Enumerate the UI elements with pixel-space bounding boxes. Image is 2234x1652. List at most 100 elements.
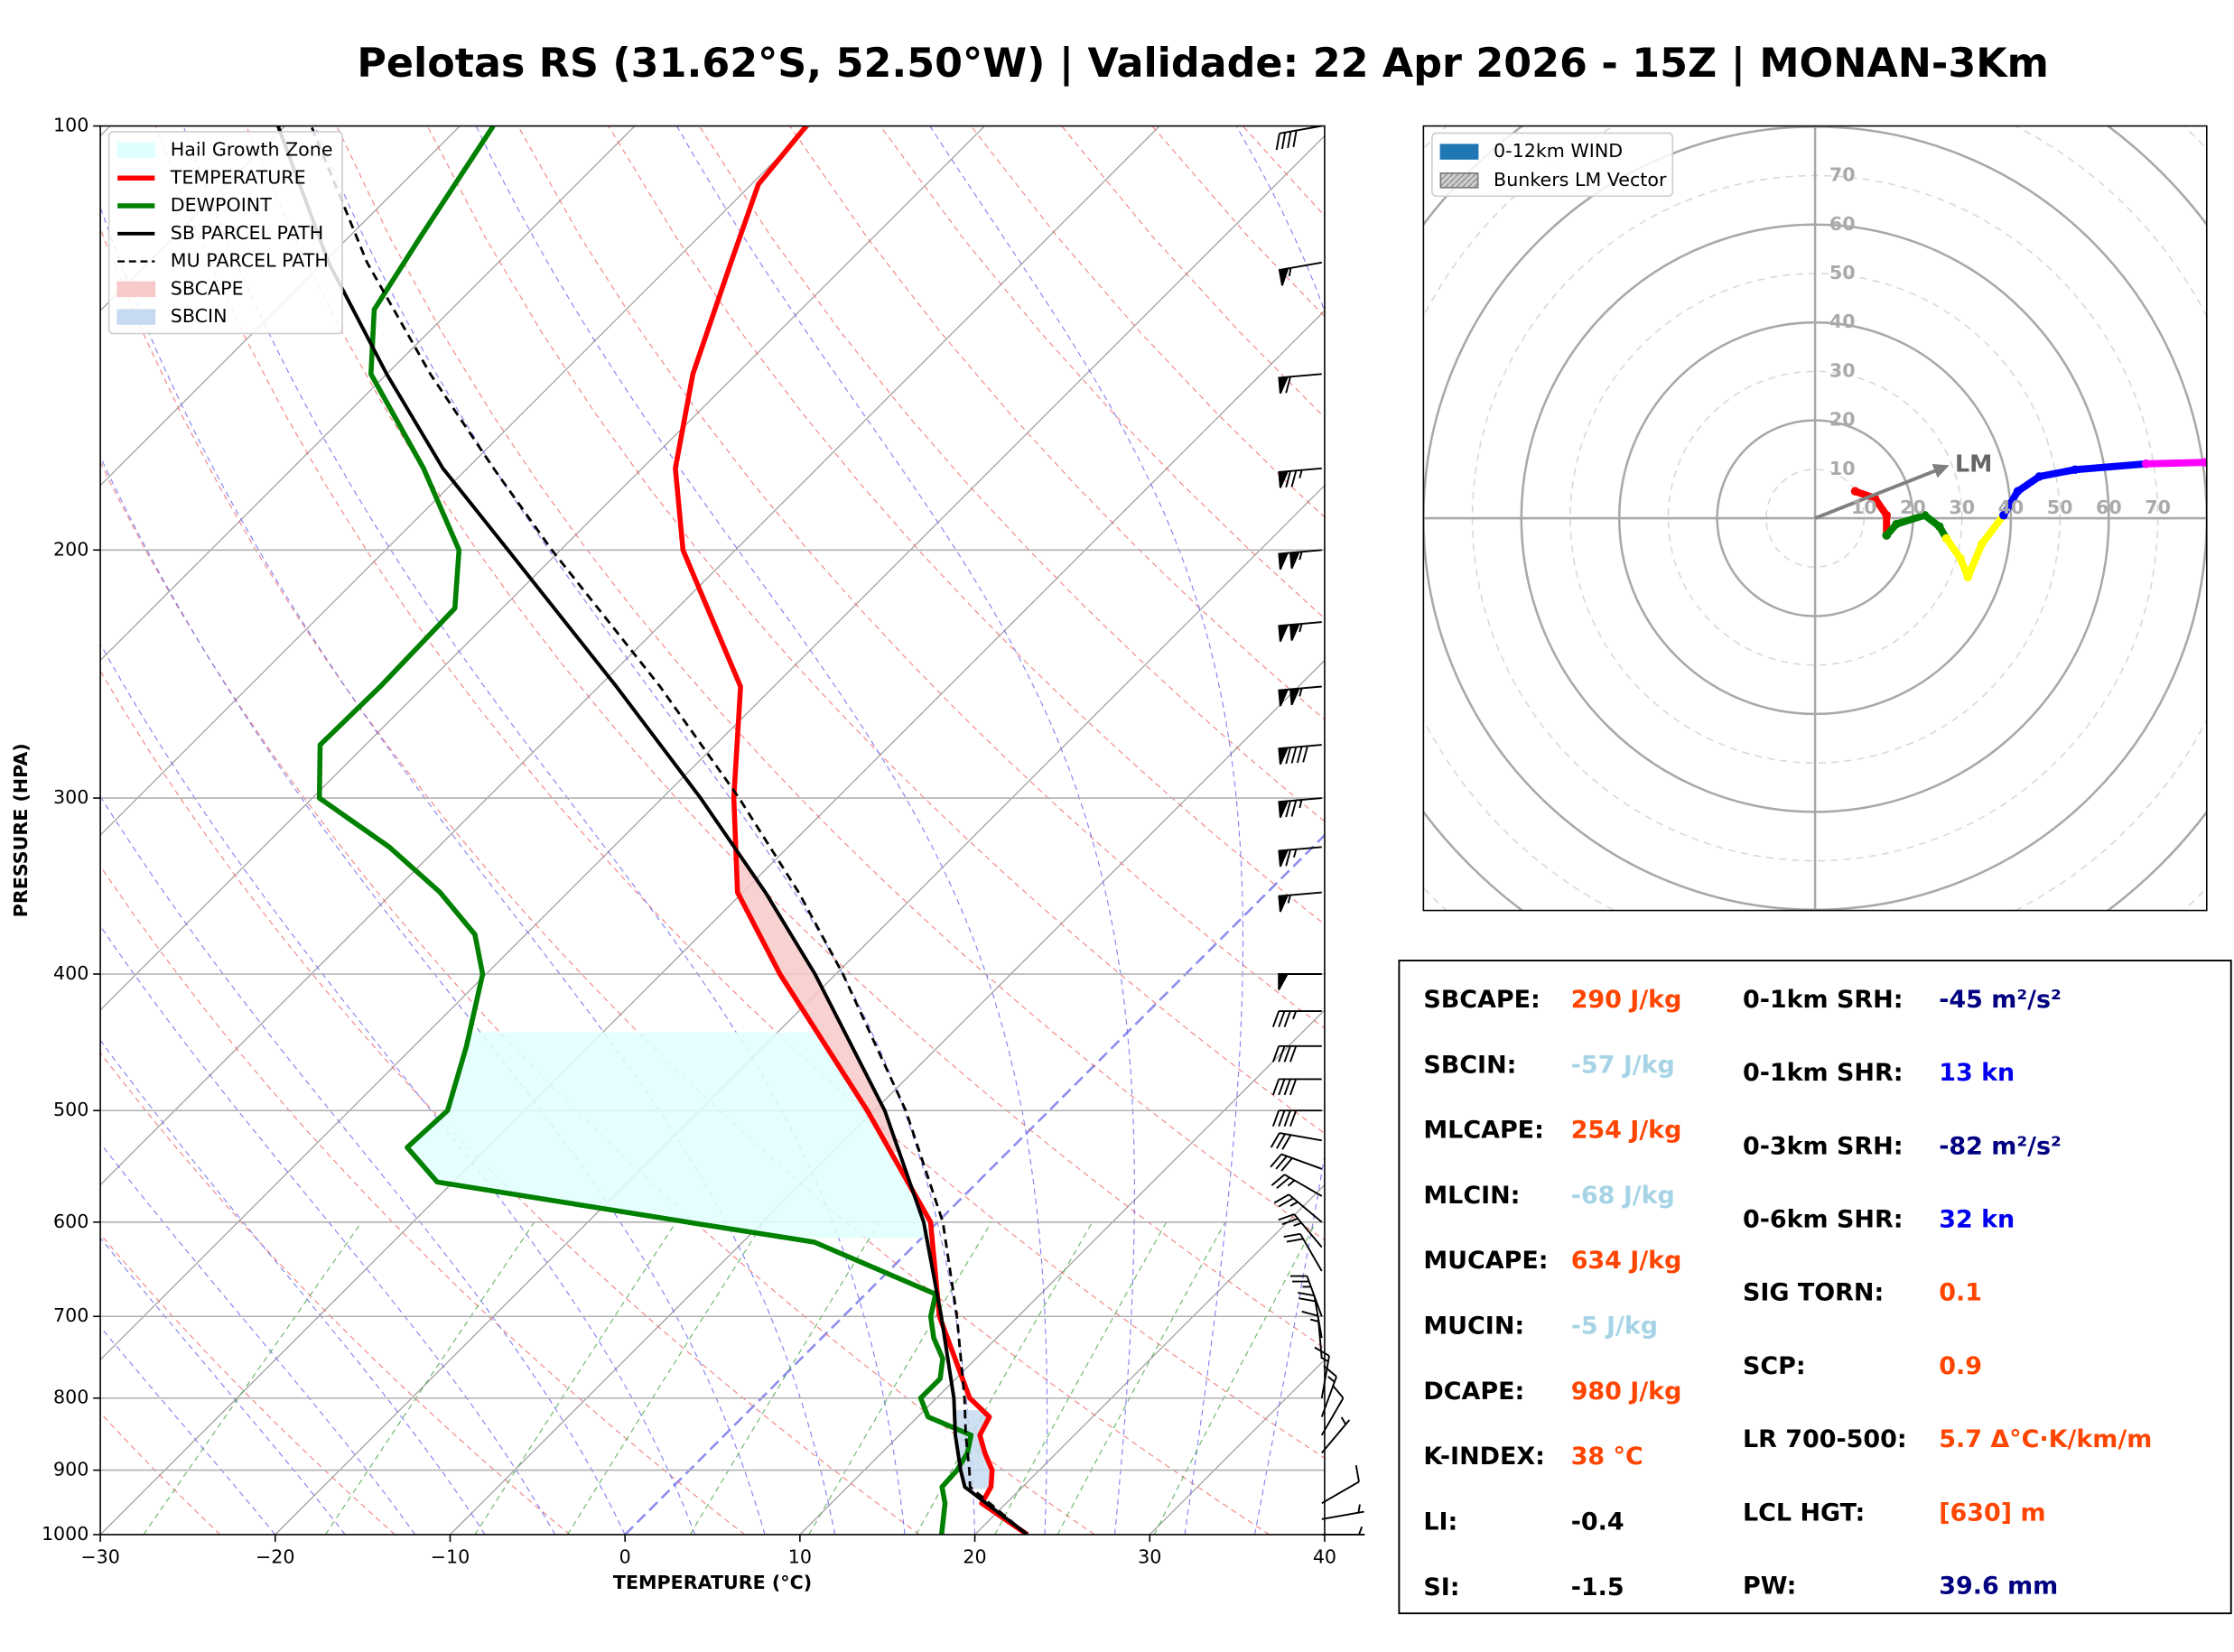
y-tick-label: 300 [53,786,88,808]
wind-barb [1314,1346,1330,1398]
moist-adiabat [100,455,766,1535]
legend-swatch-tint [1440,172,1478,188]
wind-barb [1320,1365,1337,1417]
stat-value: 39.6 mm [1939,1573,2058,1601]
wind-barb [1270,1132,1322,1150]
hodograph-trace [1851,487,1891,540]
stat-label: 0-3km SRH: [1743,1132,1903,1160]
stat-value: 634 J/kg [1571,1247,1682,1275]
wind-barb [1278,373,1322,394]
ring-label-x: 40 [1998,497,2025,518]
x-tick-label: −30 [80,1545,120,1567]
dry-adiabat [246,125,1325,1350]
y-tick-label: 900 [53,1459,88,1480]
stat-value: 0.9 [1939,1352,1982,1380]
lm-vector [1814,468,1940,520]
ring-label-y: 50 [1829,262,1856,283]
area-fill [736,856,899,1153]
hodograph-point [1963,572,1972,581]
moist-adiabat [475,125,1048,1535]
dry-adiabat [100,865,746,1535]
ring-label-x: 30 [1949,497,1975,518]
stat-label: MUCAPE: [1423,1247,1548,1275]
moist-adiabat [100,924,556,1535]
legend-swatch [1439,144,1479,160]
wind-barb [1271,1010,1322,1027]
x-tick-label: 40 [1313,1545,1336,1567]
title: Pelotas RS (31.62°S, 52.50°W) | Validade… [357,41,2049,87]
stat-label: MUCIN: [1423,1313,1524,1341]
hodograph-point [1882,531,1891,540]
stat-label: LR 700-500: [1743,1425,1907,1453]
y-tick-label: 600 [53,1211,88,1232]
stat-value: -45 m²/s² [1939,986,2062,1014]
dry-adiabat [336,125,1325,1241]
isotherm [974,1183,1325,1535]
hodograph-point [1920,511,1930,520]
y-tick-label: 100 [53,115,88,136]
hodograph-point [2013,487,2023,496]
stat-label: SCP: [1743,1352,1806,1380]
plot-frame [1422,125,2208,912]
legend-label: SB PARCEL PATH [171,222,323,244]
freezing-isotherm [624,833,1325,1535]
stat-value: 0.1 [1939,1279,1982,1307]
wind-barb [1278,261,1322,286]
ring-label-y: 30 [1829,359,1856,381]
wind-barb [1321,1504,1364,1520]
wind-barb [1278,685,1322,707]
profile-line [310,125,1029,1535]
y-tick-label: 400 [53,962,88,984]
legend-swatch [116,309,156,325]
legend-frame [1431,132,1674,198]
legend-frame [107,131,343,335]
ring-label-y: 60 [1829,213,1856,235]
moist-adiabat [100,643,696,1535]
stat-label: SI: [1423,1573,1459,1601]
legend-label: 0-12km WIND [1494,140,1623,162]
wind-barb [1278,891,1322,913]
isotherm [100,125,461,487]
wind-barb [1283,1232,1323,1272]
wind-barb [1321,1464,1360,1505]
stat-value: 980 J/kg [1571,1378,1682,1406]
x-tick-label: −10 [431,1545,470,1567]
hodograph-point [2034,472,2044,481]
wind-barb [1271,1109,1322,1128]
dry-adiabat [789,125,1325,720]
profile-line [673,125,1029,1535]
legend-label: TEMPERATURE [170,166,306,188]
stats-box [1398,960,2232,1615]
stat-label: MLCAPE: [1423,1117,1544,1145]
ring-label-y: 10 [1829,458,1856,479]
ring-label-x: 50 [2047,497,2073,518]
hodograph-point [1999,511,2008,520]
legend: 0-12km WIND Bunkers LM Vector [1431,132,1674,198]
y-axis-label: PRESSURE (HPA) [10,743,32,917]
ring-label-x: 70 [2145,497,2171,518]
wind-barb [1278,1213,1323,1248]
area-fill [409,1032,933,1239]
wind-barb [1270,1153,1323,1172]
dry-adiabat [100,1052,571,1535]
isotherm [100,125,1160,1186]
stat-value: 38 °C [1571,1443,1643,1471]
stat-value: 13 kn [1939,1059,2015,1087]
stat-label: DCAPE: [1423,1378,1524,1406]
stat-value: -68 J/kg [1571,1182,1675,1210]
ring-label-x: 60 [2096,497,2122,518]
isotherm [799,1008,1325,1535]
x-axis-label: TEMPERATURE (°C) [613,1572,812,1593]
moist-adiabat [100,1142,416,1535]
wind-barb [1321,1526,1365,1536]
hodograph-point [1978,539,1987,549]
wind-barb [1321,1416,1351,1454]
wind-barb [1271,1078,1322,1096]
stat-value: 5.7 Δ°C·K/km/m [1939,1425,2152,1453]
hodograph-point [1956,553,1965,563]
dry-adiabat [426,125,1325,1135]
legend-swatch [116,281,156,298]
stat-label: PW: [1743,1573,1796,1601]
ring-label-y: 70 [1829,164,1856,186]
stat-value: -57 J/kg [1571,1051,1675,1079]
